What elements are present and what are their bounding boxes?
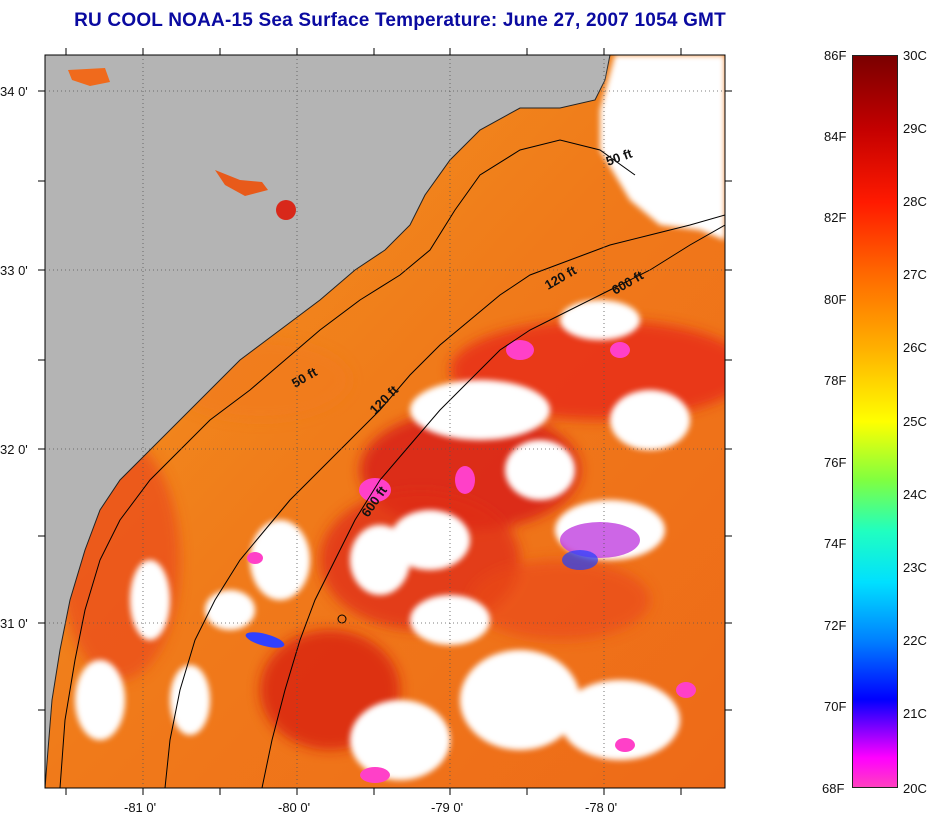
lat-label: 33 0' [0, 263, 28, 278]
lon-label: -81 0' [124, 800, 156, 815]
color-scale-bar [852, 55, 898, 788]
land [45, 55, 611, 788]
lat-label: 31 0' [0, 616, 28, 631]
inland-water [215, 170, 268, 196]
map-frame [44, 54, 726, 789]
lon-label: -80 0' [278, 800, 310, 815]
map-title: RU COOL NOAA-15 Sea Surface Temperature:… [74, 10, 726, 31]
inland-water [276, 200, 296, 220]
scale-label-c: 29C [903, 121, 927, 136]
scale-label-f: 86F [824, 48, 847, 63]
scale-label-f: 76F [824, 455, 847, 470]
scale-label-c: 26C [903, 340, 927, 355]
inland-water [68, 68, 110, 86]
cool-water-patches [245, 340, 696, 783]
scale-label-c: 25C [903, 414, 927, 429]
scale-label-c: 22C [903, 633, 927, 648]
scale-label-c: 24C [903, 487, 927, 502]
lat-label: 32 0' [0, 442, 28, 457]
contour-120ft [164, 214, 725, 788]
contour-50ft [59, 139, 636, 788]
scale-label-c: 23C [903, 560, 927, 575]
scale-label-f: 82F [824, 210, 847, 225]
scale-label-f: 74F [824, 536, 847, 551]
scale-label-f: 78F [824, 373, 847, 388]
axis-ticks [38, 48, 732, 795]
scale-label-c: 30C [903, 48, 927, 63]
lat-label: 34 0' [0, 84, 28, 99]
scale-label-f: 68F [822, 781, 845, 796]
scale-label-c: 21C [903, 706, 927, 721]
scale-label-c: 27C [903, 267, 927, 282]
graticule [45, 55, 725, 788]
scale-label-f: 70F [824, 699, 847, 714]
lon-label: -79 0' [431, 800, 463, 815]
scale-label-f: 84F [824, 129, 847, 144]
scale-label-f: 72F [824, 618, 847, 633]
scale-label-f: 80F [824, 292, 847, 307]
lon-label: -78 0' [585, 800, 617, 815]
scale-label-c: 20C [903, 781, 927, 796]
scale-label-c: 28C [903, 194, 927, 209]
contour-600ft [261, 224, 725, 788]
